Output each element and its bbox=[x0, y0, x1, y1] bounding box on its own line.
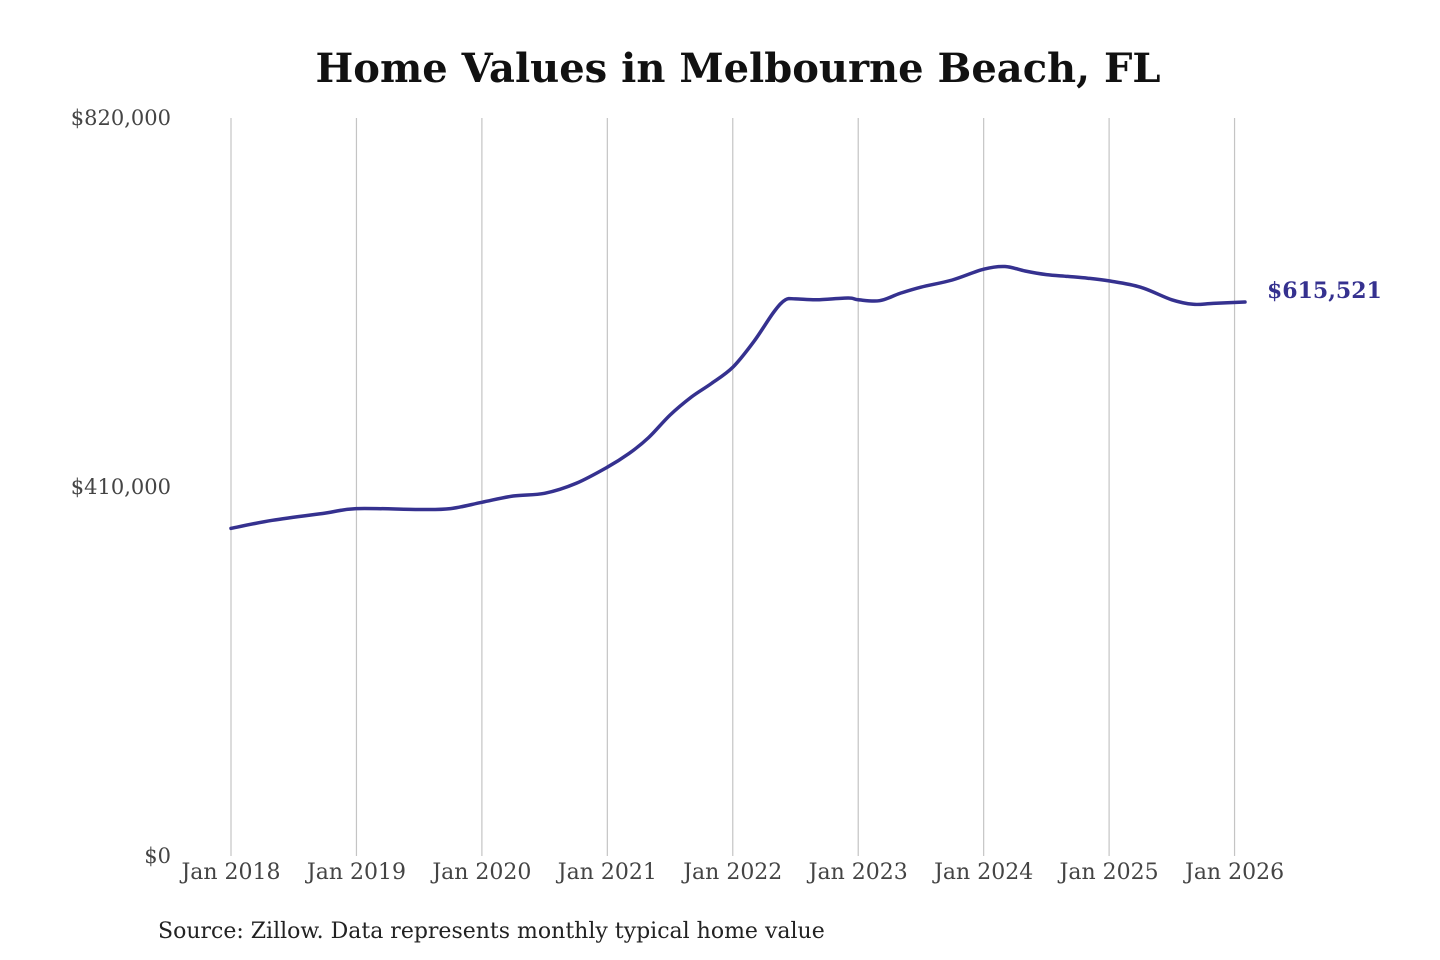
y-tick-label: $0 bbox=[144, 844, 171, 868]
x-tick-label: Jan 2019 bbox=[305, 860, 406, 885]
home-value-line bbox=[229, 264, 1247, 531]
x-tick-label: Jan 2026 bbox=[1183, 860, 1284, 885]
last-value-label: $615,521 bbox=[1267, 278, 1382, 304]
x-tick-label: Jan 2018 bbox=[179, 860, 280, 885]
x-tick-label: Jan 2021 bbox=[556, 860, 657, 885]
y-tick-label: $410,000 bbox=[71, 475, 171, 499]
source-note: Source: Zillow. Data represents monthly … bbox=[158, 919, 825, 944]
x-tick-label: Jan 2025 bbox=[1058, 860, 1159, 885]
x-tick-label: Jan 2020 bbox=[430, 860, 531, 885]
x-tick-label: Jan 2024 bbox=[932, 860, 1033, 885]
x-axis-tick-labels: Jan 2018 Jan 2019 Jan 2020 Jan 2021 Jan 2022… bbox=[179, 860, 1284, 885]
y-tick-label: $820,000 bbox=[71, 106, 171, 130]
chart-title: Home Values in Melbourne Beach, FL bbox=[316, 45, 1161, 92]
series-layer bbox=[229, 264, 1247, 531]
y-axis-tick-labels: $0 $410,000 $820,000 bbox=[71, 106, 171, 868]
x-tick-label: Jan 2022 bbox=[681, 860, 782, 885]
vertical-gridlines bbox=[230, 118, 1236, 856]
x-tick-label: Jan 2023 bbox=[807, 860, 908, 885]
